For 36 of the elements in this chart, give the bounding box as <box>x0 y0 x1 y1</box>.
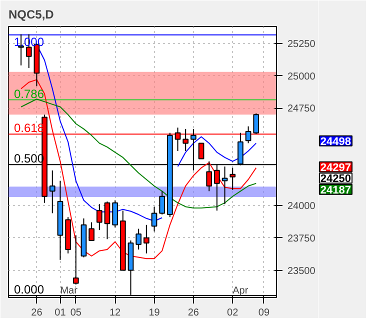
candlestick <box>198 142 204 160</box>
y-tick-label: 25000 <box>288 71 316 82</box>
candlestick <box>230 167 236 190</box>
candlestick <box>159 190 166 216</box>
x-tick-label: 12 <box>110 308 122 318</box>
candlestick <box>151 206 158 232</box>
text: 24250 <box>320 173 352 186</box>
candlestick <box>49 170 56 214</box>
x-tick-label: 01 <box>54 308 66 318</box>
candlestick <box>104 201 110 240</box>
y-tick-label: 23750 <box>288 233 316 244</box>
y-tick-label: 23500 <box>288 266 316 277</box>
text: 24187 <box>320 184 352 196</box>
chart-title: NQC5,D <box>8 8 54 22</box>
x-tick-label: 02 <box>227 308 239 318</box>
x-tick-label: 26 <box>31 308 43 318</box>
annotation: Mar <box>60 286 78 296</box>
candlestick <box>253 112 260 135</box>
candlestick <box>136 228 142 250</box>
candlestick <box>96 204 102 231</box>
y-tick-label: 24000 <box>288 200 316 212</box>
x-tick-label: 09 <box>258 308 270 318</box>
y-tick-label: 24750 <box>288 104 316 115</box>
x-tick-label: 26 <box>188 308 200 318</box>
annotation: 0.000 <box>14 282 44 297</box>
annotation: 0.786 <box>14 86 44 101</box>
y-tick-label: 25250 <box>288 38 316 50</box>
candlestick <box>112 200 118 228</box>
candlestick <box>245 126 252 144</box>
candlestick <box>143 224 150 254</box>
x-tick-label: 19 <box>148 308 160 318</box>
annotation: Apr <box>232 286 249 296</box>
text: 24498 <box>320 136 352 148</box>
x-tick-label: 05 <box>70 308 82 318</box>
candlestick <box>88 222 94 241</box>
text: 24297 <box>320 162 352 174</box>
